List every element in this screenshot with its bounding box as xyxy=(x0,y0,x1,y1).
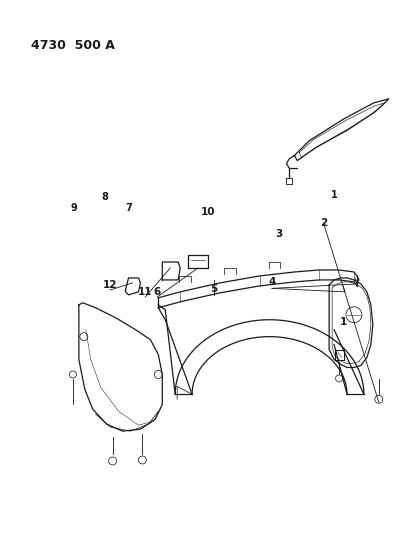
Text: 6: 6 xyxy=(154,287,161,297)
Text: 5: 5 xyxy=(211,284,218,294)
Text: 10: 10 xyxy=(201,207,215,217)
Text: 3: 3 xyxy=(275,229,283,239)
Text: 4: 4 xyxy=(268,277,276,287)
Text: 11: 11 xyxy=(138,287,153,297)
Text: 1: 1 xyxy=(331,190,337,200)
Text: 7: 7 xyxy=(126,203,133,213)
Text: 8: 8 xyxy=(101,191,108,201)
Text: 12: 12 xyxy=(103,280,117,290)
Text: 1: 1 xyxy=(340,317,348,327)
Text: 9: 9 xyxy=(70,203,77,213)
Text: 4730  500 A: 4730 500 A xyxy=(31,39,115,52)
Text: 2: 2 xyxy=(320,218,327,228)
